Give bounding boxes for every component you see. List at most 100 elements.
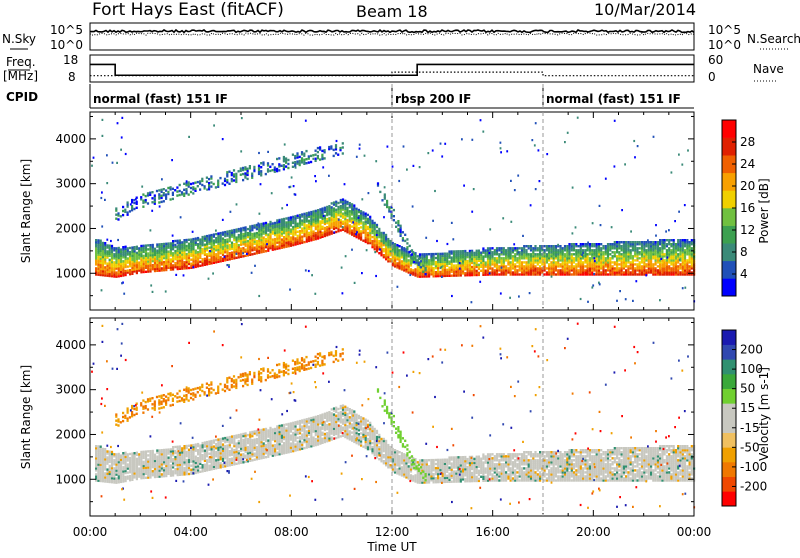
- power-cell: [104, 260, 106, 262]
- power-cell: [335, 209, 337, 211]
- power-cell: [453, 250, 455, 252]
- power-cell: [548, 245, 550, 247]
- power-cell: [192, 238, 194, 240]
- power-cell: [335, 201, 337, 203]
- power-cell: [123, 293, 125, 295]
- power-cell: [632, 259, 634, 261]
- power-cell: [290, 241, 292, 243]
- power-cell: [419, 276, 421, 278]
- power-cell: [158, 193, 160, 195]
- power-cell: [326, 206, 328, 208]
- power-cell: [498, 247, 500, 249]
- power-cell: [149, 250, 151, 252]
- power-cell: [106, 182, 108, 184]
- power-cell: [557, 259, 559, 261]
- power-cell: [294, 237, 296, 239]
- velocity-cell: [100, 446, 102, 448]
- power-cell: [265, 222, 267, 224]
- power-cell: [596, 259, 598, 261]
- power-cell: [652, 241, 654, 243]
- velocity-cell: [145, 450, 147, 452]
- power-cell: [127, 249, 129, 251]
- velocity-cell: [215, 439, 217, 441]
- power-cell: [305, 120, 307, 122]
- power-cell: [172, 235, 174, 237]
- power-cell: [323, 215, 325, 217]
- power-cell: [174, 262, 176, 264]
- velocity-cell: [163, 449, 165, 451]
- power-cell: [229, 254, 231, 256]
- power-cell: [435, 257, 437, 259]
- power-cell: [668, 229, 670, 231]
- velocity-cell: [109, 453, 111, 455]
- power-cell: [596, 271, 598, 273]
- power-cell: [224, 178, 226, 180]
- power-cell: [305, 150, 307, 152]
- power-cell: [420, 266, 422, 268]
- power-cell: [145, 251, 147, 253]
- power-cell: [122, 260, 124, 262]
- power-cell: [161, 249, 163, 251]
- velocity-cell: [95, 453, 97, 455]
- velocity-cell: [127, 453, 129, 455]
- power-cell: [244, 172, 246, 174]
- power-cell: [247, 242, 249, 244]
- power-cell: [684, 287, 686, 289]
- power-cell: [673, 259, 675, 261]
- power-cell: [215, 241, 217, 243]
- power-cell: [580, 259, 582, 261]
- power-cell: [183, 193, 185, 195]
- power-cell: [602, 271, 604, 273]
- power-cell: [276, 242, 278, 244]
- power-cell: [312, 154, 314, 156]
- power-cell: [337, 206, 339, 208]
- power-cell: [194, 188, 196, 190]
- power-cell: [675, 247, 677, 249]
- power-cell: [181, 261, 183, 263]
- power-cell: [430, 253, 432, 255]
- power-cell: [186, 253, 188, 255]
- power-cell: [217, 184, 219, 186]
- velocity-cell: [115, 482, 117, 484]
- power-cell: [292, 232, 294, 234]
- power-cell: [215, 237, 217, 239]
- velocity-cell: [134, 452, 136, 454]
- power-cell: [568, 243, 570, 245]
- power-cell: [534, 271, 536, 273]
- power-cell: [523, 265, 525, 267]
- power-cell: [388, 206, 390, 208]
- velocity-cell: [165, 469, 167, 471]
- power-cell: [523, 261, 525, 263]
- power-cell: [342, 142, 344, 144]
- velocity-cell: [172, 458, 174, 460]
- power-cell: [368, 192, 370, 194]
- power-cell: [516, 247, 518, 249]
- power-cell: [605, 245, 607, 247]
- power-cell: [442, 253, 444, 255]
- power-cell: [387, 248, 389, 250]
- power-cell: [496, 271, 498, 273]
- power-cell: [546, 253, 548, 255]
- power-cell: [127, 214, 129, 216]
- power-cell: [362, 211, 364, 213]
- power-cell: [362, 221, 364, 223]
- power-cell: [306, 232, 308, 234]
- power-cell: [199, 238, 201, 240]
- power-cell: [498, 265, 500, 267]
- power-cell: [564, 271, 566, 273]
- power-cell: [442, 259, 444, 261]
- power-cell: [616, 241, 618, 243]
- power-cell: [505, 271, 507, 273]
- power-cell: [106, 244, 108, 246]
- power-cell: [516, 257, 518, 259]
- power-cell: [179, 239, 181, 241]
- power-cell: [249, 254, 251, 256]
- power-cell: [636, 259, 638, 261]
- power-cell: [287, 159, 289, 161]
- power-cell: [231, 252, 233, 254]
- power-cell: [328, 205, 330, 207]
- power-cell: [242, 227, 244, 229]
- power-cell: [500, 292, 502, 294]
- power-cell: [292, 166, 294, 168]
- power-cell: [190, 259, 192, 261]
